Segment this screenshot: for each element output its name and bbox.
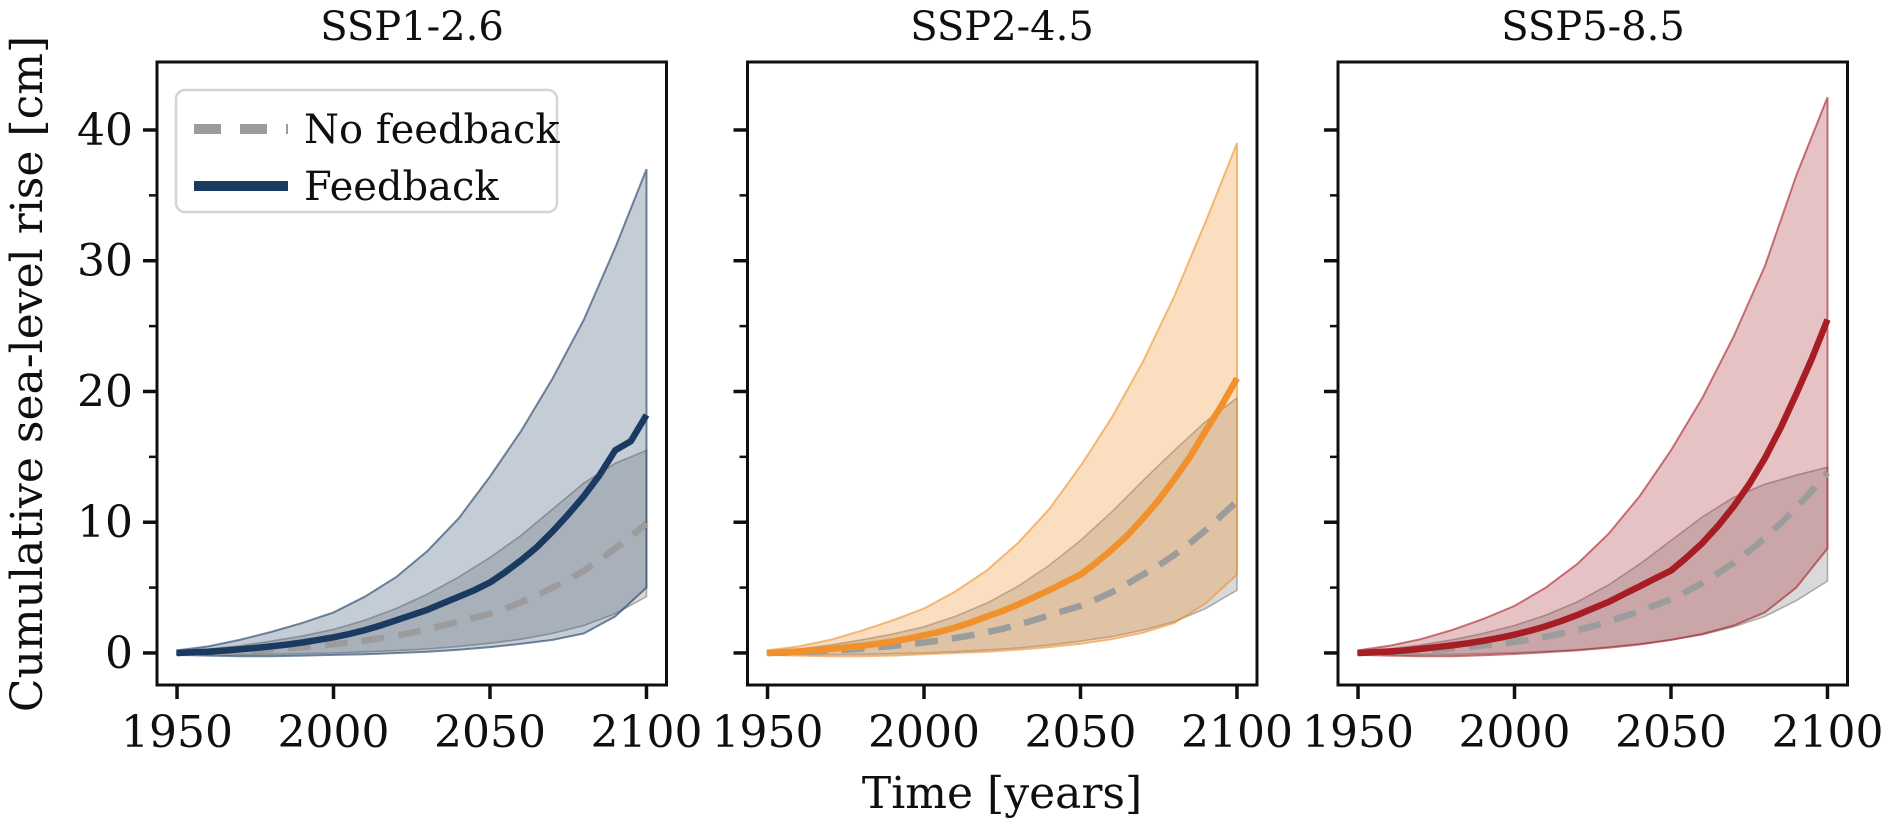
feedback-uncertainty-band — [176, 168, 648, 658]
x-tick-label: 2050 — [1615, 707, 1727, 758]
panel-title-ssp5-85: SSP5-8.5 — [1501, 4, 1685, 50]
panel-ssp5-8.5: 1950 2000 2050 2100 — [1302, 60, 1883, 758]
x-tick-label: 2100 — [590, 707, 702, 758]
x-tick-label: 2000 — [1459, 707, 1571, 758]
y-tick-label: 10 — [77, 497, 133, 548]
feedback-median-line — [176, 413, 650, 657]
x-tick-label: 2000 — [868, 707, 980, 758]
x-tick-label: 1950 — [1302, 707, 1414, 758]
legend-feedback-label: Feedback — [304, 164, 499, 210]
legend: No feedback Feedback — [174, 88, 560, 214]
legend-no-feedback-label: No feedback — [304, 107, 560, 153]
y-tick-label: 30 — [77, 236, 133, 287]
plot-layers: 1950 2000 2050 2100 0 10 20 30 40 1950 2000 2050 210… — [77, 60, 1883, 758]
x-tick-label: 2050 — [1024, 707, 1136, 758]
panel-ssp2-4.5: 1950 2000 2050 2100 — [712, 60, 1293, 758]
x-tick-label: 2100 — [1181, 707, 1293, 758]
no-feedback-uncertainty-band — [766, 396, 1238, 656]
axes-box — [746, 60, 1259, 687]
panel-title-ssp2-45: SSP2-4.5 — [910, 4, 1094, 50]
feedback-median-line — [767, 376, 1240, 657]
no-feedback-uncertainty-band — [176, 449, 648, 656]
x-tick-label: 2000 — [278, 707, 390, 758]
x-tick-label: 2050 — [434, 707, 546, 758]
y-tick-label: 20 — [77, 366, 133, 417]
axes-box — [155, 60, 668, 687]
axes-box — [1336, 60, 1849, 687]
x-tick-label: 2100 — [1771, 707, 1883, 758]
y-tick-label: 40 — [77, 105, 133, 156]
feedback-uncertainty-band — [1357, 96, 1829, 658]
feedback-uncertainty-band — [766, 142, 1238, 658]
y-axis-label: Cumulative sea-level rise [cm] — [2, 36, 53, 712]
x-tick-label: 1950 — [121, 707, 233, 758]
no-feedback-uncertainty-band — [1357, 466, 1829, 656]
y-tick-label: 0 — [105, 628, 133, 679]
x-tick-label: 1950 — [712, 707, 824, 758]
panel-ssp1-2.6: 1950 2000 2050 2100 0 10 20 30 40 — [77, 60, 702, 758]
x-axis-label: Time [years] — [862, 768, 1142, 819]
feedback-median-line — [1357, 318, 1831, 657]
panel-title-ssp1-26: SSP1-2.6 — [320, 4, 504, 50]
